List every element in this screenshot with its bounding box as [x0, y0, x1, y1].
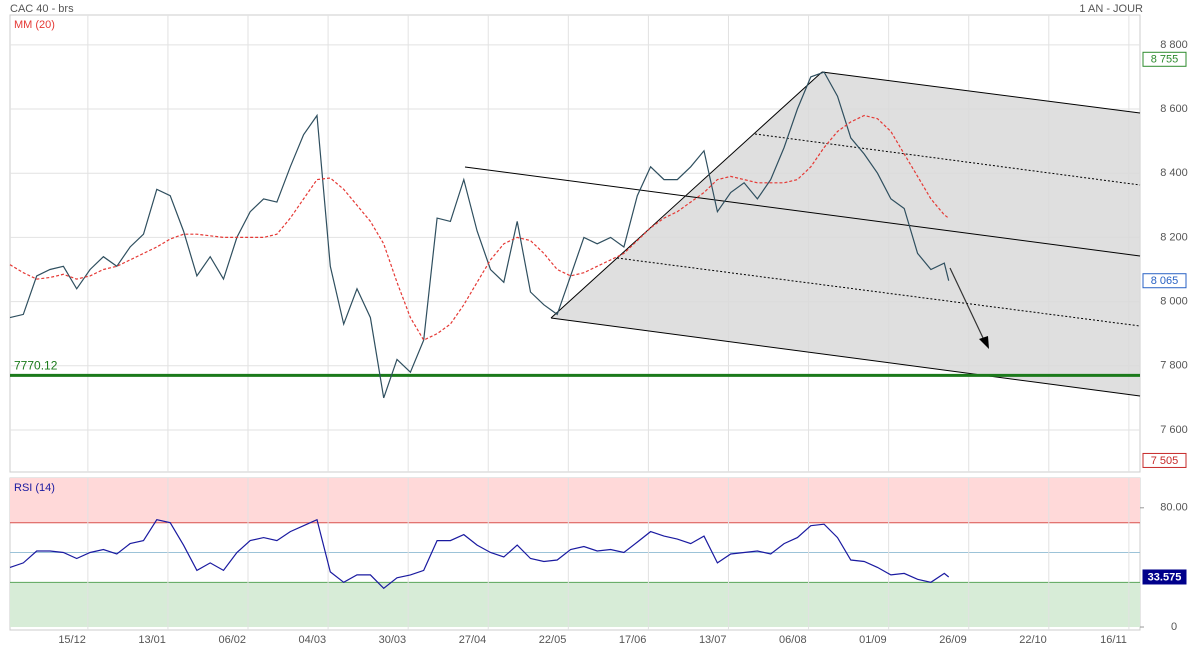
y-tick-label: 7 600	[1160, 424, 1188, 436]
x-tick-label: 15/12	[58, 634, 86, 646]
channel-line	[821, 71, 1141, 114]
channel-dotted	[754, 133, 1141, 186]
x-tick-label: 01/09	[859, 634, 887, 646]
x-tick-label: 22/10	[1019, 634, 1047, 646]
arrow-head	[979, 336, 989, 349]
value-box	[1142, 273, 1187, 289]
chart-title: CAC 40 - brs	[10, 3, 74, 15]
median-line	[464, 166, 1141, 257]
series-line	[9, 518, 950, 590]
legend-entry: RSI (14)	[14, 482, 55, 494]
x-tick-label: 16/11	[1100, 634, 1127, 646]
pitchfork	[464, 71, 1141, 397]
chart-subtitle: 1 AN - JOUR	[1079, 3, 1143, 15]
support-label: 7770.12	[14, 359, 58, 373]
y-tick-label: 80.00	[1160, 502, 1188, 514]
y-tick-label: 8 600	[1160, 103, 1188, 115]
value-box	[1142, 51, 1187, 67]
rsi-band	[10, 582, 1140, 628]
y-tick-label: 8 200	[1160, 231, 1188, 243]
y-tick-label: 8 000	[1160, 295, 1188, 307]
value-box	[1142, 452, 1187, 468]
x-tick-label: 06/02	[218, 634, 246, 646]
series-line	[9, 71, 950, 399]
x-tick-label: 26/09	[939, 634, 967, 646]
y-tick-label: 8 400	[1160, 167, 1188, 179]
value-box-label: 33.575	[1148, 571, 1182, 583]
arrow	[949, 267, 985, 341]
x-tick-label: 13/07	[699, 634, 727, 646]
channel-line	[550, 317, 1141, 397]
legend-entry: MM (20)	[14, 19, 55, 31]
channel-area	[551, 72, 1140, 396]
rsi-band	[10, 478, 1140, 523]
series-line	[9, 114, 950, 341]
value-box-label: 8 065	[1151, 275, 1179, 287]
x-tick-label: 22/05	[539, 634, 567, 646]
x-tick-label: 04/03	[299, 634, 327, 646]
y-tick-label: 7 800	[1160, 360, 1188, 372]
value-box	[1142, 569, 1187, 585]
value-box-label: 7 505	[1151, 455, 1179, 467]
data: 7 600 7 800 8 000 8 200 8 400 8 600 8 800 7770.…	[9, 19, 1188, 646]
value-box-label: 8 755	[1151, 54, 1179, 66]
x-tick-label: 06/08	[779, 634, 807, 646]
x-tick-label: 17/06	[619, 634, 647, 646]
channel-line	[550, 71, 823, 319]
x-tick-label: 30/03	[379, 634, 407, 646]
x-tick-label: 27/04	[459, 634, 487, 646]
x-tick-label: 13/01	[138, 634, 166, 646]
y-tick-label: 0	[1171, 621, 1177, 633]
y-tick-label: 8 800	[1160, 39, 1188, 51]
